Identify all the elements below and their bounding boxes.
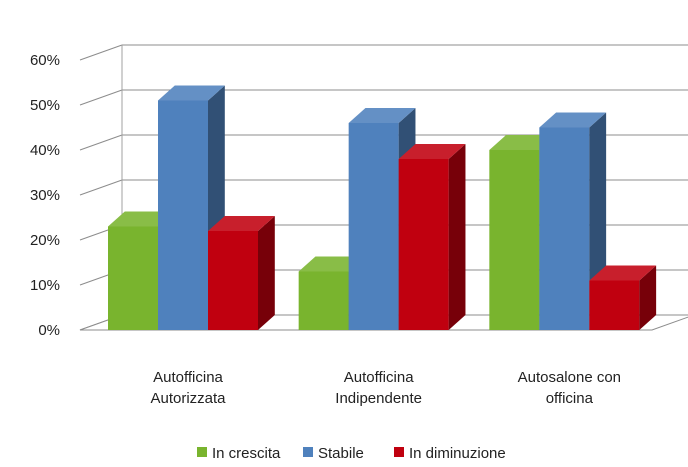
bar-top [539, 112, 607, 128]
x-category-label: Autorizzata [150, 390, 226, 407]
y-tick-label: 10% [30, 277, 60, 294]
bar-side [639, 265, 657, 330]
y-tick-label: 50% [30, 97, 60, 114]
bar-top [158, 85, 225, 101]
legend-swatch [303, 447, 313, 457]
bar-front [208, 231, 258, 330]
legend-swatch [394, 447, 404, 457]
legend-label: In crescita [212, 445, 281, 462]
gridline-depth [79, 89, 123, 106]
y-tick-label: 20% [30, 232, 60, 249]
y-tick-label: 40% [30, 142, 60, 159]
legend-label: Stabile [318, 445, 364, 462]
x-category-label: Autofficina [344, 369, 414, 386]
bar-front [589, 280, 640, 330]
bar-front [298, 271, 349, 330]
gridline-depth [79, 44, 123, 61]
y-tick-label: 30% [30, 187, 60, 204]
x-category-label: officina [546, 390, 594, 407]
bar-top [348, 108, 416, 123]
bar-front [158, 100, 208, 330]
bar-side [258, 216, 275, 330]
bar-front [348, 123, 399, 330]
y-tick-label: 60% [30, 52, 60, 69]
y-tick-label: 0% [38, 322, 60, 339]
bar-side [448, 144, 466, 330]
x-category-label: Indipendente [335, 390, 422, 407]
bar-front [108, 226, 158, 330]
x-category-label: Autosalone con [518, 369, 621, 386]
bar-top [589, 265, 657, 281]
bar-front [489, 150, 540, 330]
gridline-depth [79, 134, 123, 151]
x-category-label: Autofficina [153, 369, 223, 386]
legend-swatch [197, 447, 207, 457]
bar-front [539, 127, 590, 330]
legend-label: In diminuzione [409, 445, 506, 462]
bar-front [398, 159, 449, 330]
bar-top [208, 216, 275, 231]
bar-top [398, 144, 466, 159]
gridline-depth [79, 179, 123, 196]
